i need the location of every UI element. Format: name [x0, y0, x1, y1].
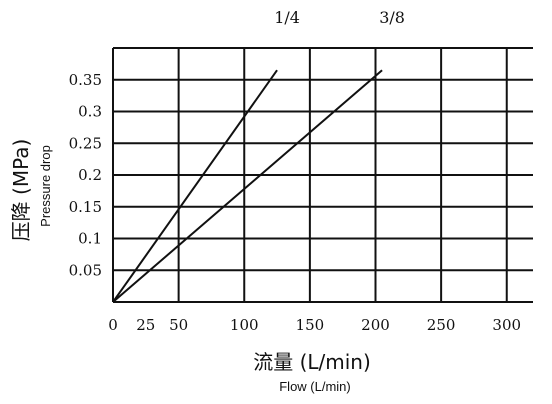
- y-axis-ticks: 0.05 0.1 0.15 0.2 0.25 0.3 0.35: [69, 71, 102, 280]
- x-axis-ticks: 0 25 50 100 150 200 250 300: [108, 316, 521, 334]
- series-label-1: 3/8: [379, 8, 405, 27]
- x-tick-label-4: 150: [296, 316, 325, 334]
- series-label-0: 1/4: [274, 8, 300, 27]
- y-tick-label-5: 0.3: [78, 103, 102, 121]
- y-tick-label-1: 0.1: [78, 230, 102, 248]
- series-line-1: [112, 69, 383, 303]
- x-tick-label-7: 300: [492, 316, 521, 334]
- y-tick-label-2: 0.15: [69, 198, 102, 216]
- y-tick-label-6: 0.35: [69, 71, 102, 89]
- series-labels: 1/4 3/8: [274, 8, 405, 27]
- y-tick-label-4: 0.25: [69, 134, 102, 152]
- series-lines: [112, 69, 383, 303]
- x-axis-label-en: Flow (L/min): [279, 379, 351, 394]
- series-line-0: [112, 69, 278, 303]
- x-tick-label-6: 250: [427, 316, 456, 334]
- y-tick-label-3: 0.2: [78, 166, 102, 184]
- y-axis-label: 压降 (MPa): [9, 139, 33, 242]
- grid: [112, 47, 533, 303]
- x-tick-label-1: 25: [136, 316, 155, 334]
- x-axis-label: 流量 (L/min): [253, 350, 371, 374]
- x-tick-label-3: 100: [230, 316, 259, 334]
- x-tick-label-5: 200: [361, 316, 390, 334]
- x-tick-label-2: 50: [169, 316, 188, 334]
- y-axis-label-en: Pressure drop: [38, 145, 53, 227]
- y-tick-label-0: 0.05: [69, 261, 102, 279]
- x-tick-label-0: 0: [108, 316, 118, 334]
